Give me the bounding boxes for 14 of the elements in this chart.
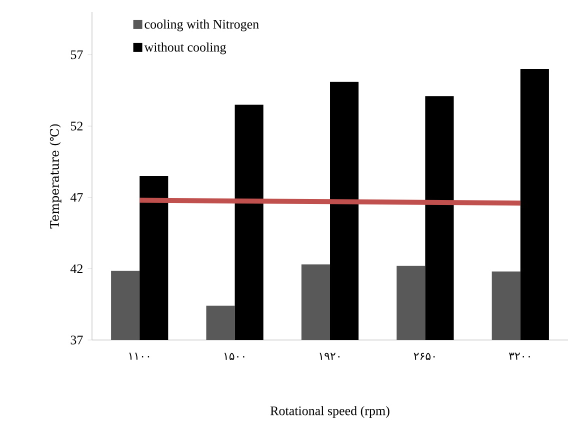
- x-tick-label: ۱۹۲۰: [320, 352, 340, 360]
- x-tick-label: ۱۱۰۰: [129, 352, 150, 360]
- y-tick-label: 42: [70, 264, 82, 273]
- y-tick-label: 37: [70, 336, 83, 344]
- y-tick-label: 47: [70, 193, 83, 202]
- x-tick-label: ۱۵۰۰: [224, 352, 244, 360]
- y-tick-label: 52: [70, 122, 82, 130]
- x-axis-title: Rotational speed (rpm): [270, 406, 390, 418]
- x-tick-label: ۲۶۵۰: [414, 352, 435, 360]
- legend-label: without cooling: [144, 42, 226, 54]
- legend-label: cooling with Nitrogen: [144, 19, 259, 32]
- y-tick-label: 57: [70, 50, 83, 60]
- y-axis-title: Temperature (℃): [50, 124, 62, 228]
- x-tick-label: ۳۲۰۰: [508, 352, 530, 360]
